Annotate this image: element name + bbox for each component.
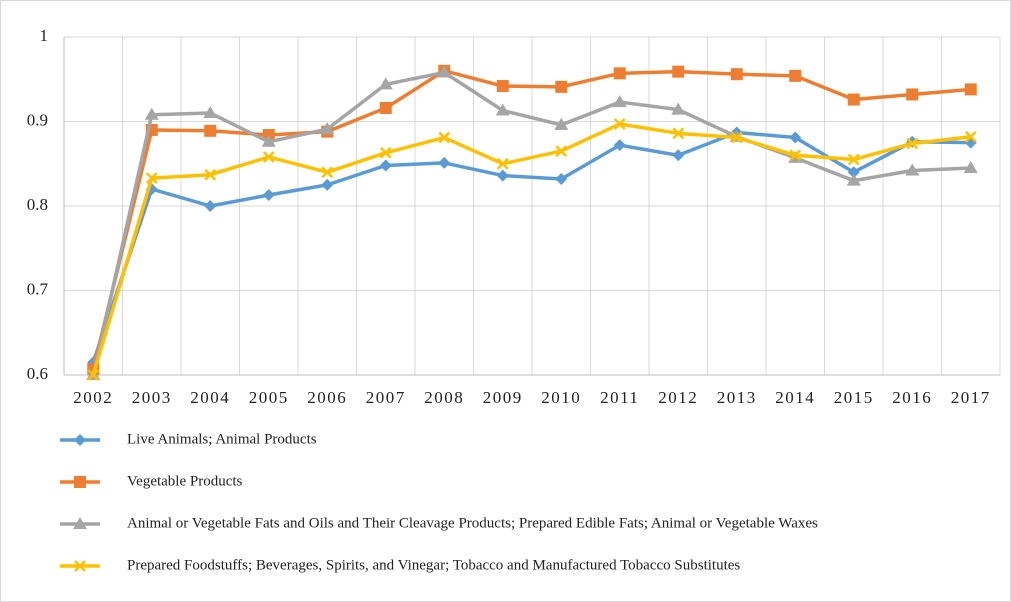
marker <box>613 139 626 152</box>
marker <box>379 159 392 172</box>
marker <box>613 118 626 130</box>
marker <box>963 160 978 173</box>
x-tick-label: 2017 <box>951 388 991 407</box>
x-tick-label: 2012 <box>658 388 698 407</box>
marker <box>203 106 218 119</box>
marker <box>204 200 217 212</box>
x-tick-label: 2004 <box>190 388 230 407</box>
x-tick-label: 2003 <box>132 388 172 407</box>
marker <box>964 130 977 143</box>
y-tick-label: 1 <box>40 26 49 45</box>
marker <box>321 178 334 191</box>
legend-label: Animal or Vegetable Fats and Oils and Th… <box>127 515 818 531</box>
marker <box>905 163 920 176</box>
marker <box>496 80 509 93</box>
marker <box>321 166 334 179</box>
marker <box>261 134 276 147</box>
marker <box>74 476 86 488</box>
marker <box>613 67 626 80</box>
marker <box>671 102 686 115</box>
marker <box>320 122 335 135</box>
legend-label: Live Animals; Animal Products <box>127 431 317 447</box>
x-tick-label: 2008 <box>424 388 464 407</box>
marker <box>555 172 568 185</box>
marker <box>495 103 510 116</box>
marker <box>74 560 86 572</box>
marker <box>73 517 87 529</box>
x-tick-label: 2009 <box>483 388 523 407</box>
marker <box>555 80 568 93</box>
x-tick-label: 2002 <box>73 388 113 407</box>
y-tick-label: 0.9 <box>27 110 48 129</box>
marker <box>496 169 509 182</box>
marker <box>262 189 275 202</box>
marker <box>672 127 685 140</box>
marker <box>906 88 919 101</box>
marker <box>144 107 159 120</box>
marker <box>379 101 392 114</box>
marker <box>789 131 802 144</box>
x-tick-label: 2005 <box>249 388 289 407</box>
y-tick-label: 0.6 <box>27 364 48 383</box>
marker <box>847 166 860 179</box>
series-line <box>91 70 971 376</box>
marker <box>437 65 452 78</box>
marker <box>730 131 743 144</box>
marker <box>204 168 217 181</box>
marker <box>74 434 86 446</box>
series-line <box>91 122 971 376</box>
marker <box>964 83 977 96</box>
x-tick-label: 2011 <box>600 388 639 407</box>
series-line <box>91 69 971 370</box>
marker <box>379 146 392 159</box>
legend-label: Prepared Foodstuffs; Beverages, Spirits,… <box>127 557 740 573</box>
marker <box>672 149 685 162</box>
marker <box>672 65 685 78</box>
series-line <box>91 130 971 363</box>
legend-label: Vegetable Products <box>127 473 243 489</box>
marker <box>789 69 802 82</box>
marker <box>906 137 919 150</box>
marker <box>847 93 860 106</box>
x-tick-label: 2007 <box>366 388 406 407</box>
marker <box>555 145 568 157</box>
x-tick-label: 2010 <box>541 388 581 407</box>
marker <box>612 95 627 108</box>
marker <box>554 117 569 130</box>
y-tick-label: 0.7 <box>27 279 49 298</box>
marker <box>438 131 451 144</box>
marker <box>730 68 743 81</box>
x-tick-label: 2016 <box>892 388 932 407</box>
x-tick-label: 2015 <box>834 388 874 407</box>
marker <box>847 153 860 166</box>
x-tick-label: 2014 <box>775 388 815 407</box>
x-tick-label: 2006 <box>307 388 347 407</box>
marker <box>378 77 393 90</box>
marker <box>846 173 861 186</box>
marker <box>204 124 217 137</box>
marker <box>496 157 509 170</box>
x-tick-label: 2013 <box>717 388 757 407</box>
marker <box>438 156 451 169</box>
marker <box>789 149 802 162</box>
y-tick-label: 0.8 <box>27 195 48 214</box>
marker <box>87 369 100 381</box>
marker <box>145 172 158 184</box>
marker <box>262 151 275 163</box>
